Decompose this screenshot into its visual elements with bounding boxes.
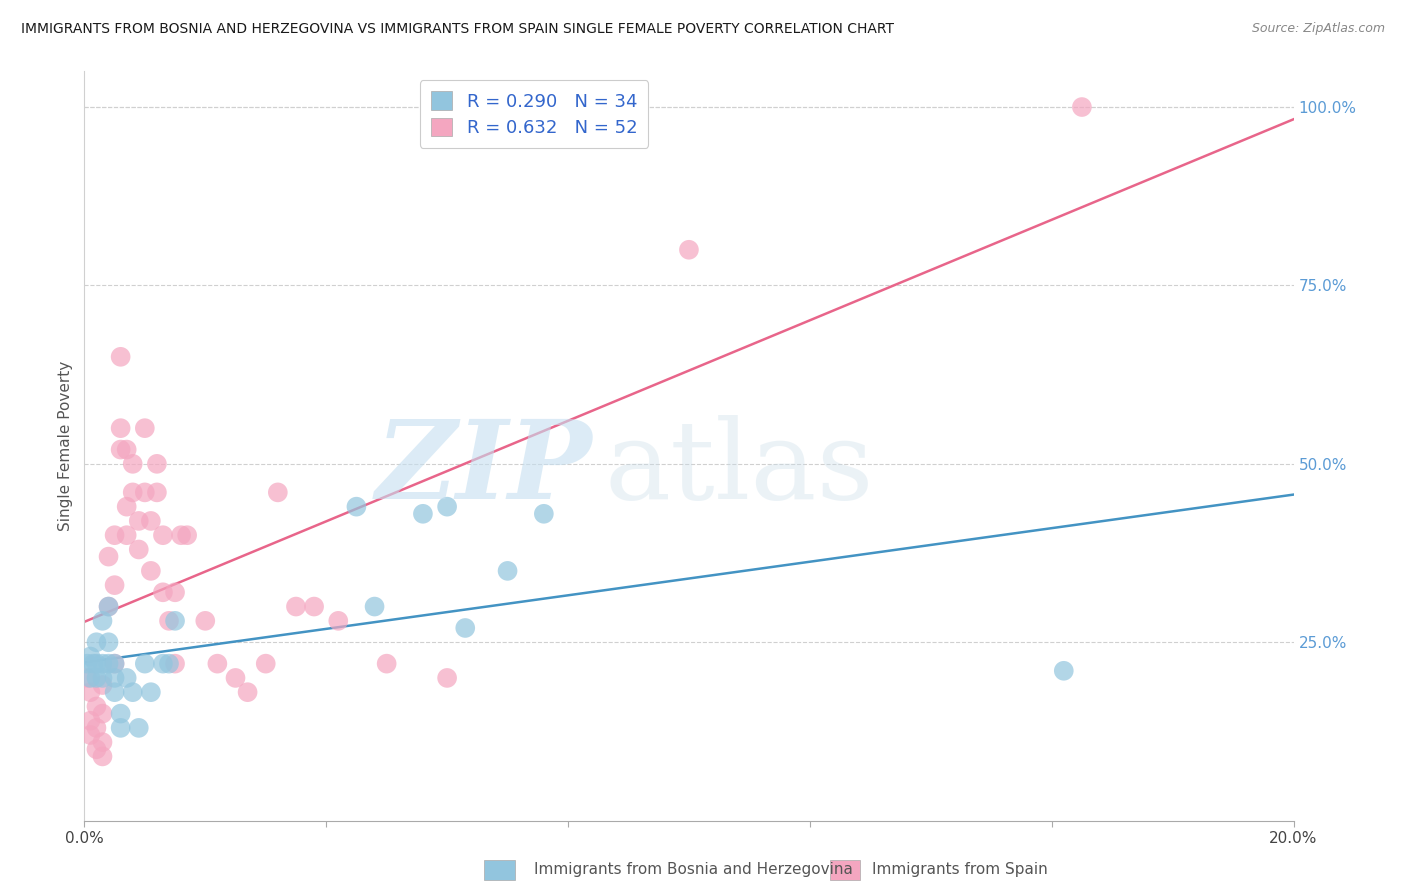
Point <box>82 657 104 671</box>
Point <box>436 500 458 514</box>
Point <box>115 671 138 685</box>
Text: Immigrants from Bosnia and Herzegovina: Immigrants from Bosnia and Herzegovina <box>534 863 853 877</box>
Point <box>134 485 156 500</box>
Point <box>176 528 198 542</box>
Point <box>267 485 290 500</box>
Point <box>91 671 114 685</box>
Point <box>146 457 169 471</box>
Point <box>139 514 162 528</box>
Point <box>76 671 98 685</box>
Point <box>86 699 108 714</box>
Point <box>436 671 458 685</box>
Point <box>121 457 143 471</box>
Point <box>363 599 385 614</box>
Point <box>346 500 368 514</box>
Point <box>165 657 187 671</box>
Point <box>104 657 127 671</box>
Point <box>86 742 108 756</box>
Y-axis label: Single Female Poverty: Single Female Poverty <box>58 361 73 531</box>
Point <box>207 657 229 671</box>
Point <box>104 671 127 685</box>
Point <box>79 728 101 742</box>
Point <box>110 721 132 735</box>
Point <box>285 599 308 614</box>
Point <box>236 685 259 699</box>
Point <box>254 657 277 671</box>
Point <box>76 657 98 671</box>
Point <box>170 528 193 542</box>
Point <box>157 657 180 671</box>
Point <box>1071 100 1094 114</box>
Point <box>412 507 434 521</box>
Point <box>121 485 143 500</box>
FancyBboxPatch shape <box>484 860 515 880</box>
Point <box>79 671 101 685</box>
Point <box>104 578 127 592</box>
Point <box>97 599 120 614</box>
Point <box>152 657 174 671</box>
Point <box>139 564 162 578</box>
Point <box>91 749 114 764</box>
Point <box>152 528 174 542</box>
FancyBboxPatch shape <box>830 860 860 880</box>
Point <box>128 721 150 735</box>
Point <box>104 685 127 699</box>
Point <box>302 599 325 614</box>
Point <box>134 657 156 671</box>
Point <box>454 621 477 635</box>
Point <box>79 685 101 699</box>
Point <box>110 706 132 721</box>
Point <box>225 671 247 685</box>
Point <box>91 706 114 721</box>
Legend: R = 0.290   N = 34, R = 0.632   N = 52: R = 0.290 N = 34, R = 0.632 N = 52 <box>420 80 648 148</box>
Point <box>91 678 114 692</box>
Point <box>194 614 217 628</box>
Point <box>134 421 156 435</box>
Point <box>79 714 101 728</box>
Point <box>139 685 162 699</box>
Point <box>110 421 132 435</box>
Point <box>157 614 180 628</box>
Point <box>91 657 114 671</box>
Point <box>165 585 187 599</box>
Point <box>86 657 108 671</box>
Point <box>678 243 700 257</box>
Point <box>152 585 174 599</box>
Point <box>86 721 108 735</box>
Point <box>128 542 150 557</box>
Point <box>86 671 108 685</box>
Point <box>128 514 150 528</box>
Point <box>97 549 120 564</box>
Point <box>496 564 519 578</box>
Point <box>97 635 120 649</box>
Point <box>104 657 127 671</box>
Text: atlas: atlas <box>605 415 875 522</box>
Point <box>115 500 138 514</box>
Text: IMMIGRANTS FROM BOSNIA AND HERZEGOVINA VS IMMIGRANTS FROM SPAIN SINGLE FEMALE PO: IMMIGRANTS FROM BOSNIA AND HERZEGOVINA V… <box>21 22 894 37</box>
Text: ZIP: ZIP <box>375 415 592 522</box>
Point <box>146 485 169 500</box>
Point <box>165 614 187 628</box>
Point <box>533 507 555 521</box>
Point <box>115 442 138 457</box>
Point <box>104 528 127 542</box>
Text: Immigrants from Spain: Immigrants from Spain <box>872 863 1047 877</box>
Point <box>97 657 120 671</box>
Point <box>328 614 350 628</box>
Point <box>375 657 398 671</box>
Point <box>91 614 114 628</box>
Point <box>110 350 132 364</box>
Point <box>86 635 108 649</box>
Point <box>121 685 143 699</box>
Point <box>79 649 101 664</box>
Point <box>91 735 114 749</box>
Point <box>97 599 120 614</box>
Text: Source: ZipAtlas.com: Source: ZipAtlas.com <box>1251 22 1385 36</box>
Point <box>110 442 132 457</box>
Point <box>1053 664 1076 678</box>
Point <box>115 528 138 542</box>
